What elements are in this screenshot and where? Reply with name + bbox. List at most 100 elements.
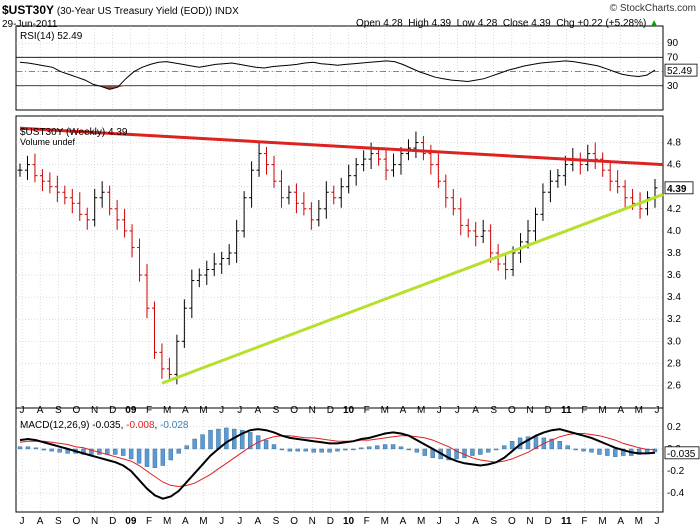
macd-histogram-bar [295, 448, 301, 452]
x-month-label-price: 09 [125, 405, 137, 416]
macd-histogram-bar [144, 448, 150, 467]
macd-histogram-bar [581, 448, 586, 452]
macd-line [19, 428, 656, 500]
x-month-label-price: A [255, 405, 262, 416]
macd-histogram-bar [525, 436, 531, 450]
macd-histogram-bar [184, 445, 189, 450]
macd-histogram-bar [549, 438, 555, 450]
x-month-label-price: F [581, 405, 587, 416]
x-month-label-macd: A [37, 516, 44, 527]
macd-last-value-box [664, 446, 700, 460]
x-month-label-price: M [163, 405, 171, 416]
macd-histogram-bar [176, 448, 181, 454]
x-month-label-price: J [655, 405, 660, 416]
macd-histogram-bar [478, 448, 483, 455]
macd-histogram-bar [509, 441, 515, 450]
macd-panel-frame [15, 407, 664, 513]
high-value: 4.39 [431, 18, 452, 29]
x-month-label-macd: D [109, 516, 116, 527]
macd-last-value: -0.035 [667, 449, 696, 460]
x-month-label-price: M [598, 405, 606, 416]
x-month-label-macd: J [437, 516, 442, 527]
macd-histogram-bar [382, 444, 388, 450]
price-panel-frame [15, 115, 664, 413]
macd-histogram-bar [565, 445, 570, 450]
x-month-label-price: N [309, 405, 316, 416]
x-month-label-macd: O [508, 516, 516, 527]
x-month-label-macd: F [581, 516, 587, 527]
macd-histogram-bar [406, 448, 412, 451]
macd-histogram-bar [89, 448, 94, 455]
x-month-label-price: A [182, 405, 189, 416]
x-month-label-macd: N [526, 516, 533, 527]
x-month-label-price: J [455, 405, 460, 416]
x-month-label-price: J [20, 405, 25, 416]
x-month-label-macd: J [20, 516, 25, 527]
macd-histogram-bar [160, 448, 166, 466]
macd-histogram-bar [351, 448, 356, 451]
macd-histogram-bar [208, 429, 213, 450]
low-value: 4.28 [477, 18, 498, 29]
up-arrow-icon: ▲ [649, 18, 659, 29]
x-month-label-price: F [364, 405, 370, 416]
x-month-label-price: J [219, 405, 224, 416]
rsi-y-tick-label: 70 [667, 52, 679, 63]
macd-histogram-bar [271, 444, 277, 450]
macd-histogram-bar [240, 429, 245, 450]
x-month-label-macd: O [290, 516, 298, 527]
x-month-label-macd: M [163, 516, 171, 527]
macd-histogram-bar [81, 448, 86, 455]
price-y-tick-label: 3.6 [667, 270, 681, 281]
macd-histogram-bar [303, 448, 308, 452]
price-last-value: 4.39 [667, 184, 687, 195]
price-y-tick-label: 4.6 [667, 160, 681, 171]
x-month-label-price: 10 [343, 405, 355, 416]
x-month-label-macd: A [400, 516, 407, 527]
resistance-trendline [19, 126, 664, 167]
x-month-label-price: D [109, 405, 116, 416]
x-month-label-macd: 09 [125, 516, 137, 527]
macd-histogram-bar [200, 434, 205, 450]
x-month-label-macd: A [182, 516, 189, 527]
x-month-label-macd: D [545, 516, 552, 527]
macd-histogram-bar [374, 445, 380, 450]
macd-histogram-bar [486, 448, 491, 453]
change-value: +0.22 (+5.28%) [577, 18, 647, 29]
rsi-line [19, 60, 656, 90]
macd-histogram-bar [287, 448, 293, 452]
macd-histogram-bar [605, 448, 610, 456]
x-month-label-price: M [199, 405, 207, 416]
macd-histogram-bar [621, 448, 626, 456]
x-month-label-price: S [490, 405, 497, 416]
x-month-label-macd: S [490, 516, 497, 527]
x-month-label-price: D [545, 405, 552, 416]
x-month-label-macd: O [73, 516, 81, 527]
macd-histogram-bar [335, 448, 340, 452]
macd-histogram-bar [462, 448, 467, 458]
macd-histogram-bar [636, 448, 642, 455]
price-y-tick-label: 3.8 [667, 248, 681, 259]
macd-histogram-bar [41, 448, 47, 451]
macd-legend: MACD(12,26,9) -0.035, -0.008, -0.028 [20, 420, 189, 431]
x-month-label-macd: J [237, 516, 242, 527]
x-month-label-price: O [73, 405, 81, 416]
x-month-label-macd: S [273, 516, 280, 527]
macd-y-tick-label: 0.2 [667, 422, 681, 433]
x-month-label-price: A [400, 405, 407, 416]
macd-histogram-bar [216, 428, 221, 450]
macd-y-tick-label: -0.4 [667, 488, 685, 499]
x-month-label-price: A [472, 405, 479, 416]
macd-histogram-bar [319, 448, 324, 453]
rsi-panel-frame [15, 25, 664, 111]
symbol: $UST30Y [2, 3, 55, 17]
price-y-tick-label: 3.4 [667, 292, 681, 303]
macd-histogram-bar [25, 446, 31, 450]
macd-histogram-bar [390, 444, 396, 450]
rsi-last-value: 52.49 [667, 66, 692, 77]
macd-histogram-bar [113, 448, 118, 455]
exchange: INDX [214, 6, 239, 17]
x-month-label-macd: N [91, 516, 98, 527]
x-month-label-macd: F [364, 516, 370, 527]
price-legend: $UST30Y (Weekly) 4.39 [20, 127, 128, 138]
x-month-label-macd: 11 [561, 516, 572, 527]
